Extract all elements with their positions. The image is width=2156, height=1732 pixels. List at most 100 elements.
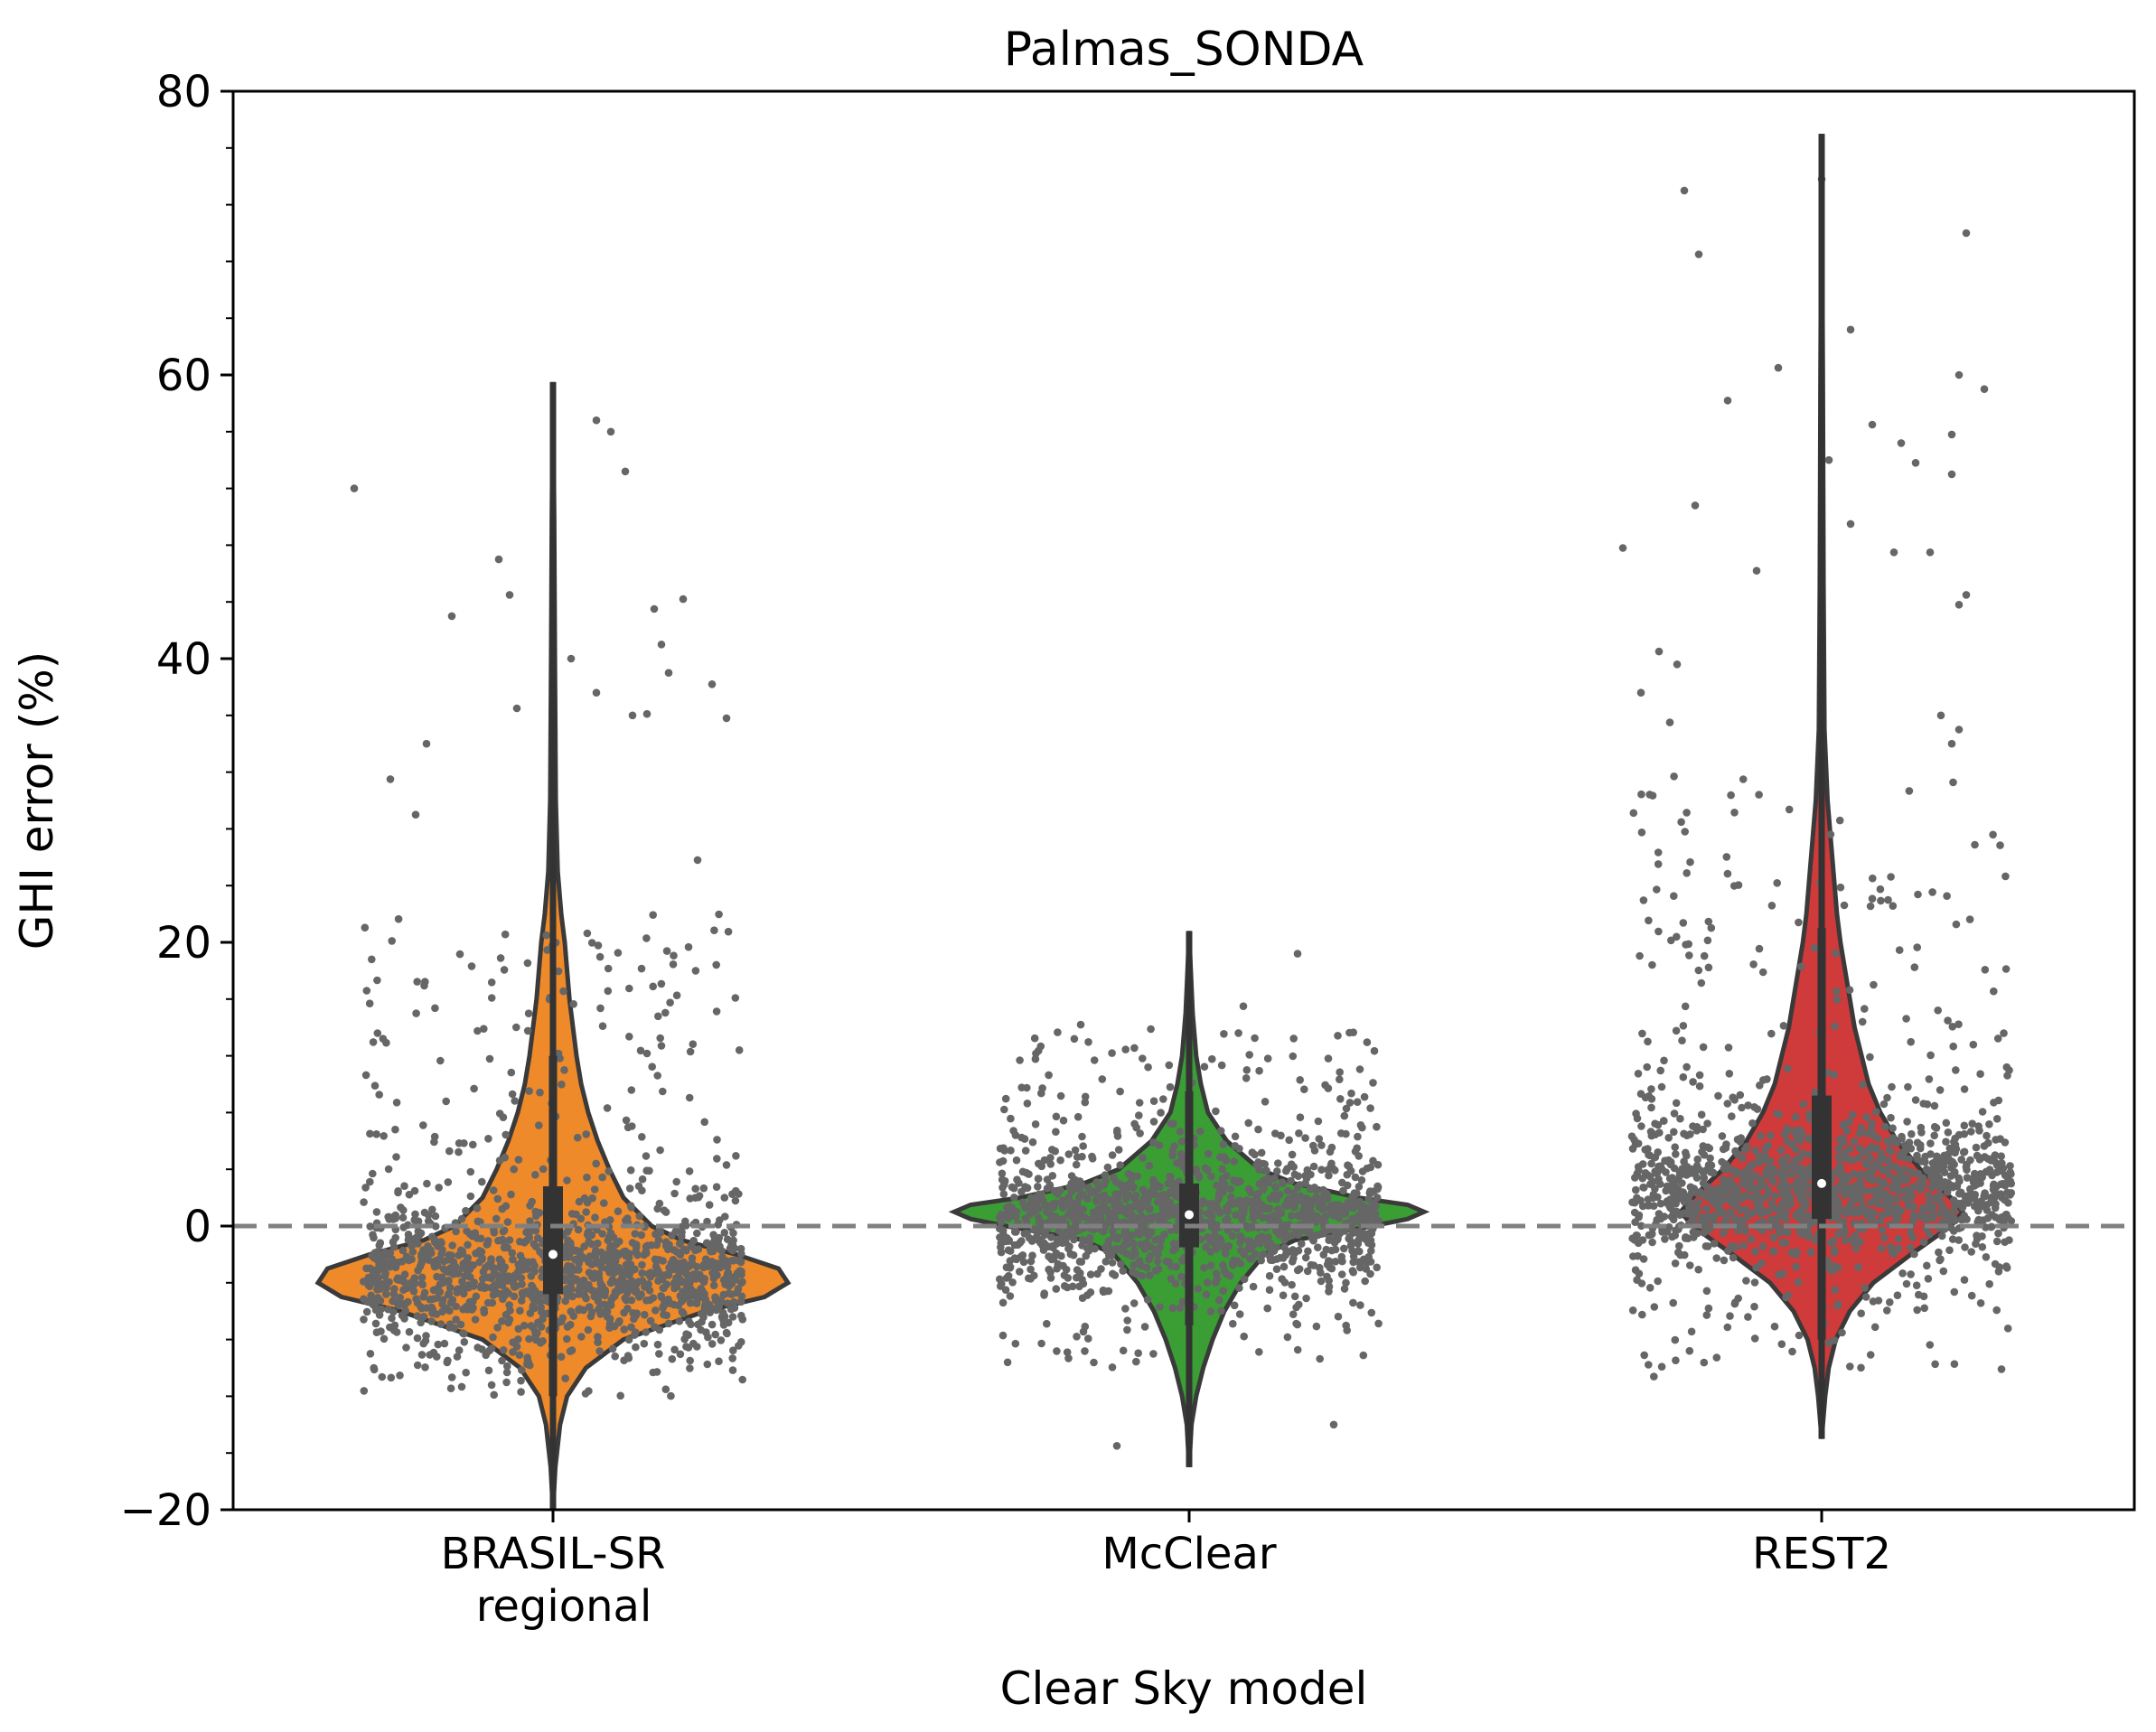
data-point: [2000, 1029, 2008, 1037]
data-point: [485, 1273, 494, 1282]
outlier-point: [1636, 688, 1645, 697]
data-point: [1330, 1212, 1338, 1220]
data-point: [1783, 1153, 1791, 1162]
data-point: [375, 1263, 384, 1271]
data-point: [1913, 1306, 1921, 1315]
data-point: [1070, 1035, 1079, 1044]
data-point: [1012, 1156, 1021, 1165]
data-point: [1217, 1061, 1226, 1070]
data-point: [1140, 1323, 1149, 1331]
data-point: [609, 1292, 618, 1301]
data-point: [1366, 1104, 1374, 1112]
data-point: [1633, 1194, 1641, 1203]
data-point: [637, 964, 646, 973]
data-point: [670, 1300, 679, 1309]
data-point: [1697, 978, 1706, 988]
data-point: [1684, 940, 1692, 949]
data-point: [605, 1315, 614, 1323]
data-point: [1831, 1286, 1839, 1294]
data-point: [427, 1317, 436, 1325]
data-point: [1165, 1061, 1174, 1070]
data-point: [622, 1216, 630, 1225]
data-point: [1686, 1183, 1695, 1192]
data-point: [1703, 936, 1712, 945]
data-point: [729, 1297, 738, 1306]
data-point: [1983, 1131, 1991, 1140]
chart-title: Palmas_SONDA: [1004, 23, 1364, 77]
data-point: [1354, 1132, 1362, 1141]
data-point: [1327, 1246, 1336, 1255]
data-point: [1113, 1233, 1121, 1241]
data-point: [413, 1298, 422, 1307]
data-point: [594, 941, 603, 950]
data-point: [712, 1183, 721, 1191]
data-point: [1794, 1278, 1803, 1287]
data-point: [1992, 1306, 2001, 1315]
data-point: [493, 1324, 502, 1332]
data-point: [1835, 1169, 1843, 1178]
outlier-point: [628, 711, 637, 720]
data-point: [1204, 1233, 1212, 1241]
data-point: [428, 1205, 436, 1214]
data-point: [1676, 1250, 1684, 1259]
data-point: [1200, 1063, 1209, 1071]
data-point: [379, 1035, 388, 1043]
data-point: [1168, 1304, 1177, 1313]
data-point: [1177, 1138, 1186, 1146]
data-point: [1108, 1151, 1117, 1159]
data-point: [1300, 1085, 1308, 1093]
data-point: [429, 1286, 438, 1295]
data-point: [732, 1152, 740, 1160]
data-point: [1064, 1274, 1073, 1282]
data-point: [1242, 1222, 1251, 1231]
data-point: [689, 1040, 698, 1048]
data-point: [428, 1306, 437, 1314]
data-point: [625, 1184, 634, 1193]
data-point: [1135, 1099, 1144, 1107]
data-point: [595, 1347, 604, 1355]
data-point: [996, 1213, 1004, 1222]
data-point: [640, 1339, 649, 1348]
data-point: [1702, 1287, 1711, 1296]
data-point: [1864, 1169, 1872, 1177]
data-point: [1287, 1176, 1295, 1185]
data-point: [1653, 1168, 1662, 1177]
data-point: [1739, 1241, 1748, 1250]
box-summaries: [543, 134, 1832, 1510]
data-point: [1078, 1152, 1086, 1161]
data-point: [1938, 1202, 1947, 1211]
data-point: [1295, 1265, 1304, 1273]
data-point: [1147, 1025, 1155, 1034]
data-point: [1242, 1066, 1251, 1074]
data-point: [1294, 1211, 1302, 1220]
data-point: [1960, 1129, 1969, 1138]
data-point: [672, 991, 681, 999]
data-point: [998, 1175, 1007, 1184]
data-point: [1861, 1005, 1869, 1013]
data-point: [1793, 1177, 1802, 1185]
data-point: [1832, 1200, 1841, 1209]
data-point: [1143, 1296, 1152, 1304]
data-point: [1231, 1142, 1240, 1150]
data-point: [1170, 1210, 1178, 1219]
data-point: [568, 1292, 576, 1301]
data-point: [405, 1256, 413, 1265]
data-point: [995, 1224, 1004, 1233]
data-point: [1638, 1310, 1646, 1319]
data-point: [480, 1025, 488, 1033]
data-point: [483, 1237, 492, 1245]
data-point: [1138, 1271, 1146, 1280]
outlier-point: [1846, 520, 1855, 529]
data-point: [539, 1165, 548, 1174]
data-point: [1914, 890, 1922, 899]
median-marker-2: [1817, 1178, 1826, 1188]
data-point: [392, 1153, 400, 1161]
data-point: [1675, 1168, 1684, 1176]
data-point: [1040, 1291, 1048, 1299]
data-point: [1169, 1240, 1178, 1248]
data-point: [1960, 1147, 1969, 1156]
data-point: [1230, 1157, 1238, 1166]
data-point: [721, 1212, 729, 1221]
data-point: [1811, 1236, 1820, 1244]
data-point: [1739, 1177, 1748, 1186]
